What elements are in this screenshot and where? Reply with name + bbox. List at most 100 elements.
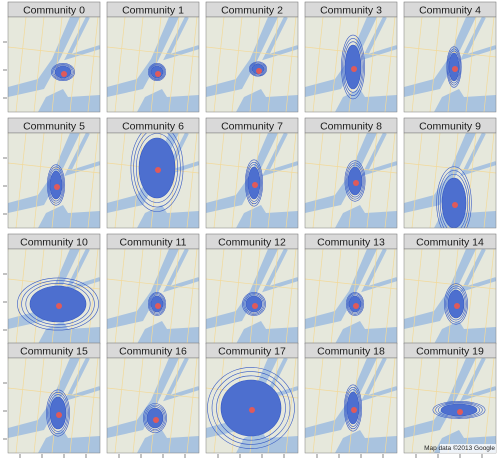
density-contour	[436, 166, 472, 228]
water-river	[361, 133, 397, 177]
road	[33, 358, 45, 453]
center-point	[452, 202, 458, 208]
road	[114, 133, 126, 228]
density-contour	[149, 64, 165, 80]
water-river	[163, 249, 199, 293]
road	[15, 133, 27, 228]
road	[168, 358, 180, 453]
road	[404, 387, 496, 399]
density-contour	[143, 403, 167, 433]
density-contour	[244, 294, 264, 314]
road	[213, 17, 225, 112]
density-contour	[48, 168, 64, 202]
map	[8, 133, 100, 228]
water-river	[460, 358, 496, 402]
road	[285, 249, 297, 344]
map	[107, 17, 199, 112]
density-contour	[345, 162, 365, 200]
road	[69, 17, 81, 112]
map-border	[403, 132, 497, 229]
panel: Community 6	[106, 117, 200, 229]
map	[305, 249, 397, 344]
road	[330, 17, 342, 112]
road	[206, 46, 298, 58]
density-contour	[432, 400, 486, 419]
panel: Community 0	[7, 1, 101, 113]
road	[404, 162, 496, 174]
road	[366, 358, 378, 453]
road	[168, 249, 180, 344]
road	[384, 133, 396, 228]
road	[186, 17, 198, 112]
water-river	[64, 17, 100, 61]
panel-title: Community 9	[419, 120, 481, 132]
map-border	[205, 132, 299, 229]
road	[132, 358, 144, 453]
panel-title: Community 19	[416, 345, 484, 357]
panel-title: Community 13	[317, 236, 385, 248]
road	[483, 133, 495, 228]
center-point	[56, 303, 62, 309]
road	[330, 358, 342, 453]
road	[312, 17, 324, 112]
road	[429, 17, 441, 112]
density-contour	[445, 285, 467, 323]
road	[366, 17, 378, 112]
road	[69, 358, 81, 453]
center-point	[353, 180, 359, 186]
map	[107, 249, 199, 344]
road	[267, 249, 279, 344]
road	[465, 17, 477, 112]
road	[384, 17, 396, 112]
center-point	[249, 407, 255, 413]
density-contour	[245, 159, 264, 207]
density-contour	[344, 160, 366, 202]
water-river	[262, 249, 298, 293]
density-contour	[148, 63, 166, 81]
road	[330, 133, 342, 228]
panel: Community 19	[403, 342, 497, 454]
panel-title: Community 5	[23, 120, 85, 132]
density-contour	[439, 173, 469, 228]
road	[213, 249, 225, 344]
road	[312, 249, 324, 344]
panel-title: Community 10	[20, 236, 88, 248]
panel: Community 5	[7, 117, 101, 229]
density-contour	[438, 170, 470, 228]
center-point	[252, 303, 258, 309]
road	[231, 17, 243, 112]
center-point	[353, 303, 359, 309]
map-border	[7, 132, 101, 229]
road	[107, 387, 199, 399]
density-contour	[52, 63, 74, 81]
panel: Community 4	[403, 1, 497, 113]
water-river	[361, 249, 397, 293]
map	[8, 17, 100, 112]
center-point	[457, 409, 463, 415]
density-contour	[446, 287, 466, 321]
attribution: Map data ©2013 Google	[424, 444, 495, 452]
water-river	[64, 133, 100, 177]
road	[483, 358, 495, 453]
road	[87, 358, 99, 453]
panel: Community 17	[205, 342, 299, 454]
panel: Community 12	[205, 233, 299, 345]
road	[483, 249, 495, 344]
map	[305, 17, 397, 112]
density-contour	[216, 375, 286, 441]
road	[404, 278, 496, 290]
density-contour	[148, 293, 166, 315]
map-border	[106, 132, 200, 229]
density-contour	[53, 64, 73, 80]
road	[168, 17, 180, 112]
density-contour	[447, 50, 461, 84]
center-point	[155, 167, 161, 173]
density-contour	[343, 41, 363, 93]
road	[465, 133, 477, 228]
map	[305, 358, 397, 453]
density-contour	[343, 384, 362, 432]
road	[366, 249, 378, 344]
map-border	[403, 16, 497, 113]
density-contour	[149, 294, 165, 314]
center-point	[153, 417, 159, 423]
